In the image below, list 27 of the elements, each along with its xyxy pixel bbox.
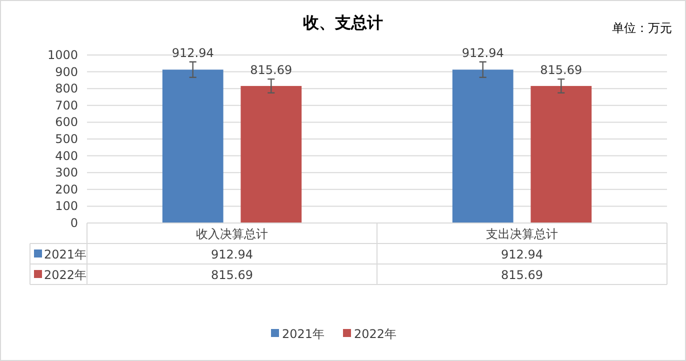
x-tick-label: 支出决算总计	[486, 227, 558, 241]
text: 单位：万元	[612, 21, 672, 35]
text: 912.94	[172, 46, 214, 60]
x-tick-label: 收入决算总计	[196, 227, 268, 241]
y-tick-label: 800	[55, 82, 78, 96]
y-tick-label: 500	[55, 132, 78, 146]
text: 912.94	[462, 46, 504, 60]
legend-label: 2021年	[44, 248, 87, 262]
y-tick-label: 900	[55, 64, 78, 79]
text: 815.69	[250, 63, 292, 78]
y-tick-label: 300	[55, 166, 78, 180]
chart-title: 收、支总计	[303, 13, 383, 32]
text: 2022年	[44, 268, 87, 282]
legend-label: 2022年	[354, 327, 397, 341]
data-label: 912.94	[501, 248, 543, 262]
y-tick-label: 700	[55, 98, 78, 112]
y-tick-label: 600	[55, 115, 78, 130]
y-tick-label: 100	[55, 199, 78, 214]
data-label: 815.69	[211, 268, 253, 282]
y-tick-label: 400	[55, 148, 78, 163]
text: 815.69	[540, 63, 582, 78]
y-tick-label: 0	[70, 216, 78, 230]
data-label: 815.69	[501, 268, 543, 282]
text: 2021年	[282, 327, 325, 341]
y-tick-label: 200	[55, 182, 78, 196]
data-label: 912.94	[211, 248, 253, 262]
y-tick-label: 1000	[47, 48, 78, 62]
